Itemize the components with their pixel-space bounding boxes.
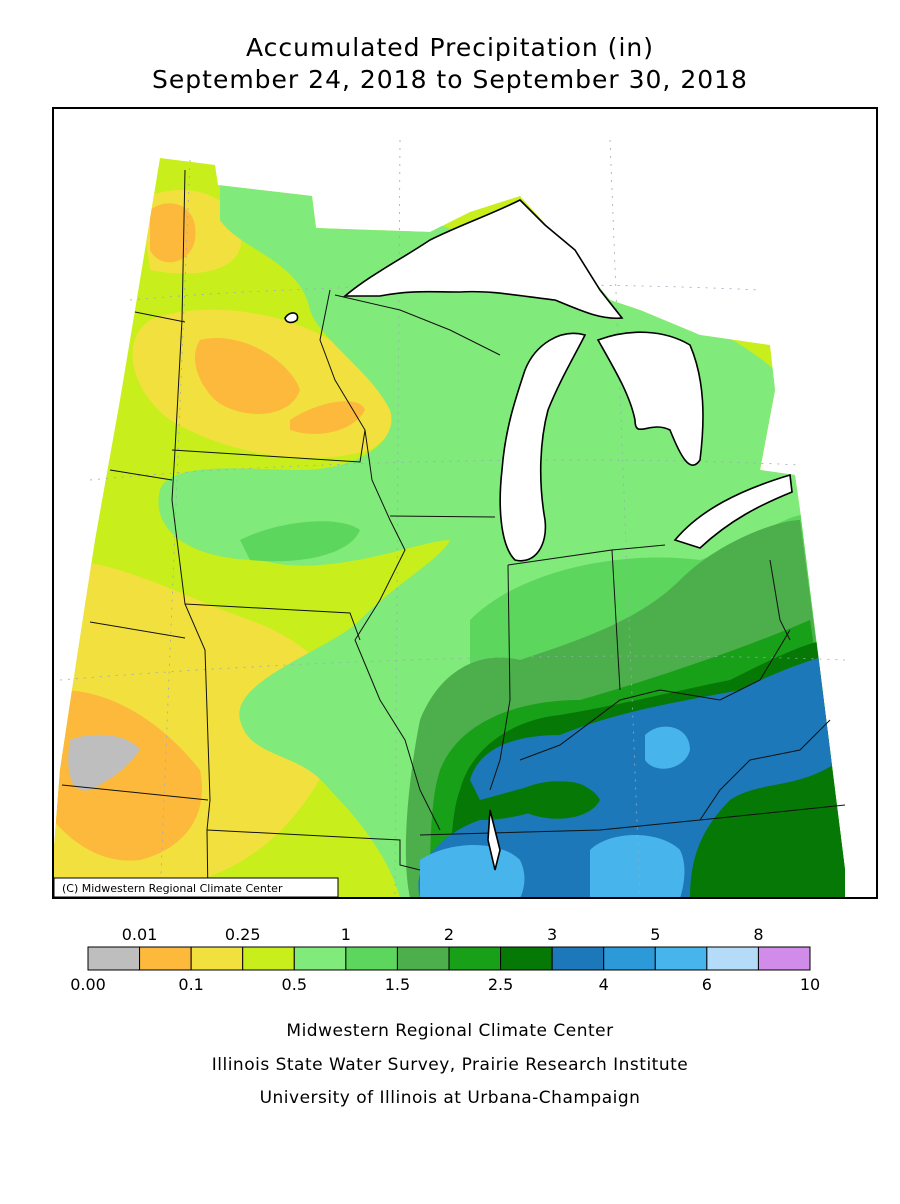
lake-huron (596, 331, 704, 466)
legend-label: 0.5 (282, 975, 307, 994)
legend-swatch (757, 946, 811, 971)
map-frame (52, 107, 878, 899)
legend-label: 10 (800, 975, 820, 994)
field-001 (195, 338, 300, 414)
field-500 (590, 835, 685, 898)
field-000 (68, 734, 140, 791)
precipitation-map: (C) Midwestern Regional Climate Center (52, 107, 878, 899)
field-001 (290, 401, 365, 434)
grid-lines (59, 139, 846, 899)
legend-swatch (396, 946, 450, 971)
legend-label: 0.25 (225, 925, 261, 944)
legend-swatch (448, 946, 502, 971)
footer-line: Midwestern Regional Climate Center (286, 1021, 613, 1041)
field-250 (520, 781, 600, 819)
great-lakes (284, 199, 793, 871)
footer-line: Illinois State Water Survey, Prairie Res… (212, 1055, 688, 1075)
field-001 (53, 690, 202, 861)
legend-swatch (500, 946, 553, 971)
legend-swatch (603, 946, 656, 971)
field-300 (418, 655, 840, 898)
legend-label: 1.5 (385, 975, 410, 994)
legend-label: 2 (444, 925, 454, 944)
credit-box (53, 877, 339, 898)
legend-label: 0.01 (122, 925, 158, 944)
legend-label: 8 (753, 925, 763, 944)
legend-label: 1 (341, 925, 351, 944)
legend-swatch (345, 946, 398, 971)
legend-swatch (293, 946, 347, 971)
legend-swatch (551, 946, 605, 971)
subtitle: September 24, 2018 to September 30, 2018 (152, 65, 748, 94)
field-500 (645, 726, 690, 769)
legend-label: 6 (702, 975, 712, 994)
legend-label: 0.1 (178, 975, 203, 994)
footer-line: University of Illinois at Urbana-Champai… (260, 1088, 641, 1108)
legend-swatch (706, 946, 759, 971)
field-500 (420, 845, 525, 898)
legend-label: 2.5 (488, 975, 513, 994)
map-credit: (C) Midwestern Regional Climate Center (62, 882, 283, 895)
lake-superior (342, 199, 624, 320)
legend-label: 3 (547, 925, 557, 944)
river (487, 809, 501, 871)
lake-erie (673, 473, 793, 549)
legend: 0.00 0.01 0.1 0.25 0.5 1 1.5 2 2.5 3 4 5 6 8 10 (70, 925, 820, 994)
legend-label: 0.00 (70, 975, 106, 994)
legend-swatch (654, 946, 708, 971)
lake-michigan (499, 332, 587, 562)
legend-swatch (139, 946, 192, 971)
legend-swatch (190, 946, 244, 971)
legend-swatch (87, 946, 141, 971)
state-boundaries (61, 169, 846, 899)
legend-label: 5 (650, 925, 660, 944)
legend-swatch (242, 946, 295, 971)
legend-label: 4 (599, 975, 609, 994)
title: Accumulated Precipitation (in) (246, 33, 654, 62)
lake (284, 312, 299, 324)
field-100 (240, 521, 360, 562)
